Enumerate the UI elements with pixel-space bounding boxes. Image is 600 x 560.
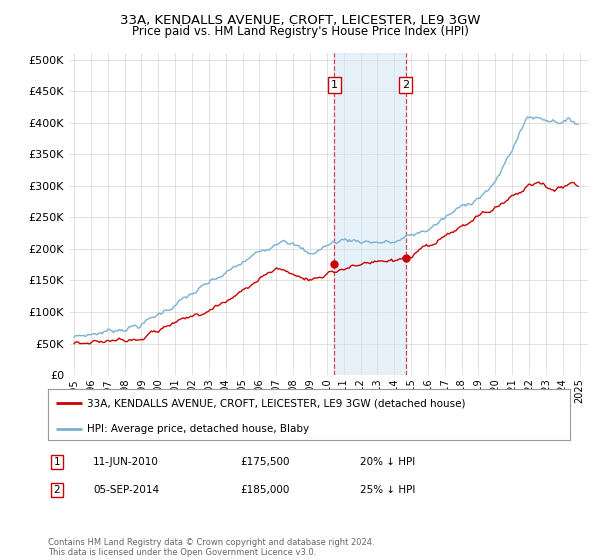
Text: HPI: Average price, detached house, Blaby: HPI: Average price, detached house, Blab… (87, 423, 309, 433)
Text: £185,000: £185,000 (240, 485, 289, 495)
Text: 2: 2 (53, 485, 61, 495)
Text: 2: 2 (402, 80, 409, 90)
Text: Price paid vs. HM Land Registry's House Price Index (HPI): Price paid vs. HM Land Registry's House … (131, 25, 469, 38)
Bar (334, 53, 406, 375)
Text: 33A, KENDALLS AVENUE, CROFT, LEICESTER, LE9 3GW: 33A, KENDALLS AVENUE, CROFT, LEICESTER, … (120, 14, 480, 27)
Text: 1: 1 (331, 80, 338, 90)
Text: 33A, KENDALLS AVENUE, CROFT, LEICESTER, LE9 3GW (detached house): 33A, KENDALLS AVENUE, CROFT, LEICESTER, … (87, 398, 466, 408)
Text: 20% ↓ HPI: 20% ↓ HPI (360, 457, 415, 467)
Text: 1: 1 (53, 457, 61, 467)
Text: 05-SEP-2014: 05-SEP-2014 (93, 485, 159, 495)
Text: £175,500: £175,500 (240, 457, 290, 467)
Text: 11-JUN-2010: 11-JUN-2010 (93, 457, 159, 467)
Text: 25% ↓ HPI: 25% ↓ HPI (360, 485, 415, 495)
Text: Contains HM Land Registry data © Crown copyright and database right 2024.
This d: Contains HM Land Registry data © Crown c… (48, 538, 374, 557)
